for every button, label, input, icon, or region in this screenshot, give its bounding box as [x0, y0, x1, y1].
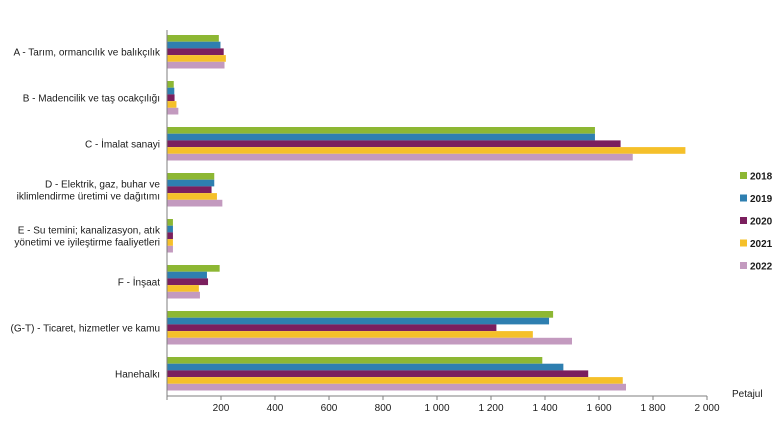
bar-2018-0: [167, 35, 219, 42]
legend-swatch-2021: [740, 239, 747, 247]
category-label-line: D - Elektrik, gaz, buhar ve: [45, 179, 160, 190]
bar-2022-1: [167, 107, 179, 115]
bar-2022-2: [167, 153, 633, 161]
bar-2018-4: [167, 219, 173, 226]
bar-2021-7: [167, 377, 623, 384]
category-label-line: E - Su temini; kanalizasyon, atık: [18, 225, 161, 236]
x-tick-label: 1 400: [532, 403, 557, 414]
legend-label-2020: 2020: [750, 217, 773, 228]
x-tick-label: 2 000: [694, 403, 719, 414]
bar-2019-5: [167, 271, 207, 279]
bar-2021-3: [167, 193, 217, 200]
bar-2020-3: [167, 186, 212, 194]
bar-2018-3: [167, 173, 215, 180]
x-axis-unit-label: Petajul: [732, 389, 763, 400]
category-label-line: F - İnşaat: [118, 275, 160, 288]
bar-2020-5: [167, 278, 209, 286]
bar-2018-6: [167, 311, 554, 318]
legend-label-2018: 2018: [750, 172, 773, 183]
x-tick-label: 1 200: [478, 403, 503, 414]
legend-label-2019: 2019: [750, 194, 773, 205]
bar-2019-7: [167, 363, 564, 371]
category-label-line: C - İmalat sanayi: [85, 137, 160, 150]
legend-swatch-2022: [740, 262, 747, 269]
bar-2018-7: [167, 357, 543, 364]
bar-2019-6: [167, 317, 550, 325]
bar-2022-7: [167, 383, 626, 391]
category-label-line: Hanehalkı: [115, 369, 160, 380]
legend-swatch-2019: [740, 194, 747, 202]
legend: 2018 2019 2020 2021 2022: [740, 172, 773, 273]
bar-2019-1: [167, 87, 175, 95]
x-tick-label: 200: [213, 403, 230, 414]
bar-2018-1: [167, 81, 174, 88]
x-tick-label: 1 800: [640, 403, 665, 414]
bar-2021-6: [167, 331, 533, 338]
bar-2021-5: [167, 285, 199, 292]
legend-label-2022: 2022: [750, 262, 773, 273]
category-label-6: (G-T) - Ticaret, hizmetler ve kamu: [11, 323, 160, 334]
bar-2020-4: [167, 232, 173, 240]
category-label-4: E - Su temini; kanalizasyon, atık yönetim…: [14, 225, 161, 248]
category-label-0: A - Tarım, ormancılık ve balıkçılık: [13, 47, 161, 58]
bar-2020-0: [167, 48, 224, 56]
bar-2021-1: [167, 101, 177, 108]
bar-2020-1: [167, 94, 175, 102]
x-tick-label: 800: [375, 403, 392, 414]
bar-2019-4: [167, 225, 173, 233]
x-tick-label: 600: [321, 403, 338, 414]
bar-2018-5: [167, 265, 220, 272]
plot-area: [167, 35, 686, 391]
bar-2019-3: [167, 179, 215, 187]
bar-2022-0: [167, 61, 225, 69]
category-label-5: F - İnşaat: [118, 275, 160, 288]
bar-2021-0: [167, 55, 226, 62]
x-tick-label: 1 000: [424, 403, 449, 414]
x-tick-label: 400: [267, 403, 284, 414]
bar-2020-7: [167, 370, 589, 378]
x-axis: 200 400 600 800 1 000 1 200 1 400 1 600 1 800 2 0…: [166, 30, 720, 414]
category-label-line: B - Madencilik ve taş ocakçılığı: [23, 93, 160, 104]
bar-2020-2: [167, 140, 621, 148]
legend-label-2021: 2021: [750, 239, 773, 250]
category-label-line: (G-T) - Ticaret, hizmetler ve kamu: [11, 323, 160, 334]
legend-swatch-2020: [740, 217, 747, 224]
bar-2021-4: [167, 239, 173, 246]
bar-2020-6: [167, 324, 497, 332]
bar-2022-6: [167, 337, 572, 345]
bar-2019-2: [167, 133, 595, 141]
category-label-7: Hanehalkı: [115, 369, 160, 380]
category-label-line: iklimlendirme üretimi ve dağıtımı: [17, 191, 160, 202]
bar-2018-2: [167, 127, 595, 134]
bar-2021-2: [167, 147, 686, 154]
category-label-line: yönetimi ve iyileştirme faaliyetleri: [14, 237, 160, 248]
category-labels: A - Tarım, ormancılık ve balıkçılık B - M…: [11, 47, 161, 380]
bar-2019-0: [167, 41, 221, 49]
bar-2022-5: [167, 291, 200, 299]
legend-swatch-2018: [740, 172, 747, 179]
category-label-3: D - Elektrik, gaz, buhar ve iklimlendirme…: [17, 179, 161, 202]
bar-2022-3: [167, 199, 223, 207]
category-label-2: C - İmalat sanayi: [85, 137, 160, 150]
bar-2022-4: [167, 245, 173, 253]
category-label-line: A - Tarım, ormancılık ve balıkçılık: [13, 47, 161, 58]
x-tick-label: 1 600: [586, 403, 611, 414]
category-label-1: B - Madencilik ve taş ocakçılığı: [23, 93, 160, 104]
